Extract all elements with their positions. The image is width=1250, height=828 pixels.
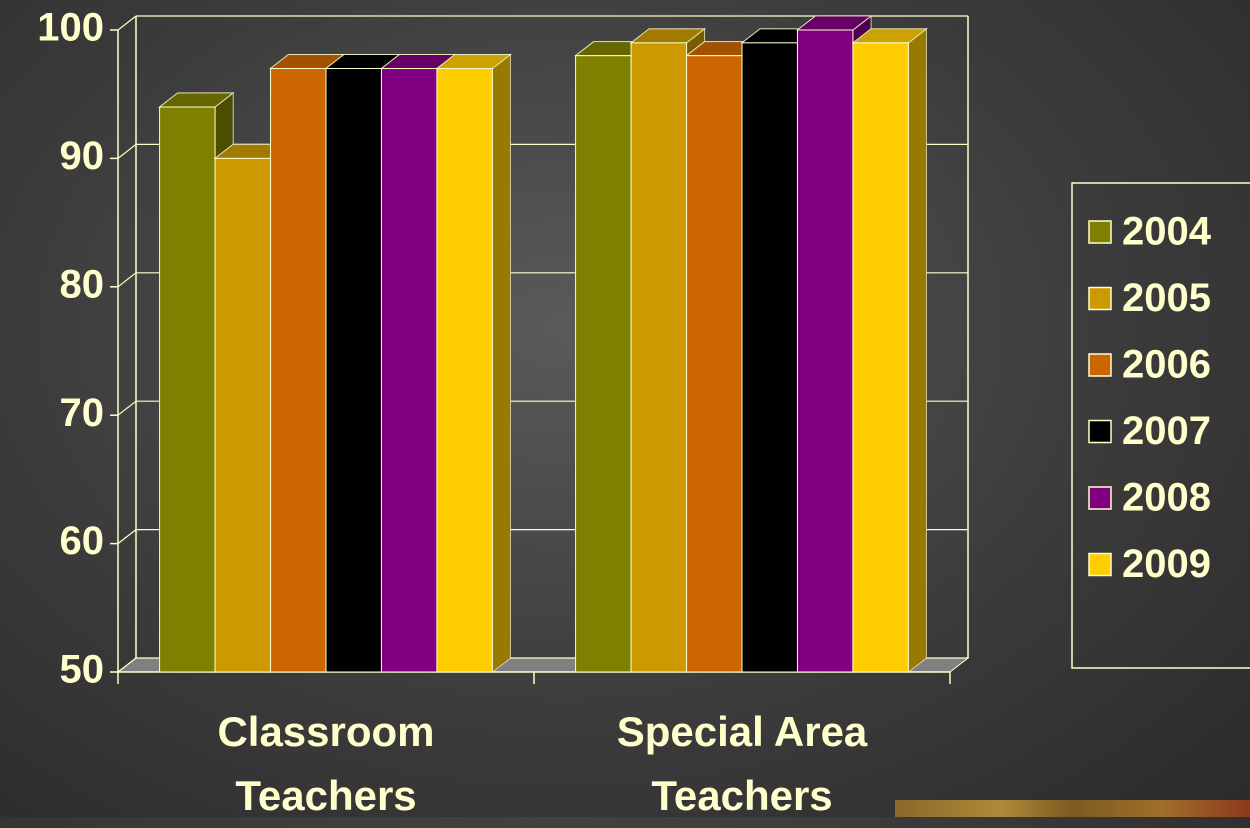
bar-top-shade (631, 28, 705, 43)
grid-line (117, 657, 137, 673)
y-tick-label: 60 (60, 519, 105, 563)
legend-label: 2004 (1122, 210, 1212, 254)
bar (214, 157, 272, 673)
x-tick-label: Special Area Teachers (616, 708, 868, 819)
bar (325, 68, 382, 673)
legend-swatch (1088, 353, 1112, 377)
x-tick-label: Classroom Teachers (217, 708, 435, 819)
y-tick-label: 80 (60, 262, 105, 306)
bar (741, 42, 798, 673)
bar (159, 106, 216, 673)
bar (380, 68, 438, 673)
legend-label: 2008 (1122, 476, 1211, 520)
bar-top-shade (326, 54, 400, 69)
bar (270, 68, 327, 673)
grid-line (117, 143, 137, 159)
y-tick-label: 70 (60, 391, 105, 435)
bar-side-shade (908, 28, 927, 672)
bar (852, 42, 909, 673)
bar-top-shade (270, 54, 344, 69)
bar (436, 68, 493, 673)
legend-label: 2009 (1122, 542, 1211, 586)
bar (575, 55, 632, 673)
y-tick-label: 50 (60, 648, 105, 692)
grid-line (117, 272, 137, 288)
grid-line (117, 529, 137, 545)
decorative-strip (895, 800, 1250, 817)
legend-swatch (1088, 220, 1112, 244)
bar (630, 42, 688, 673)
legend-swatch (1088, 419, 1112, 444)
y-tick-label: 100 (37, 6, 104, 50)
legend-label: 2006 (1122, 343, 1211, 387)
legend-box (1071, 182, 1250, 669)
bar-side-shade (492, 54, 511, 672)
legend-label: 2007 (1122, 409, 1211, 453)
legend-label: 2005 (1122, 276, 1211, 320)
y-tick-label: 90 (60, 134, 105, 178)
grid-line (117, 400, 137, 416)
bar-top-shade (381, 54, 455, 69)
bar-top-shade (852, 28, 927, 43)
grid-line (117, 15, 137, 31)
legend-swatch (1088, 486, 1112, 510)
legend-swatch (1088, 552, 1112, 577)
bar (686, 55, 743, 673)
bar-top-shade (797, 16, 871, 30)
bar-top-shade (436, 54, 511, 69)
legend-swatch (1088, 286, 1112, 311)
bar (796, 29, 854, 673)
bar-top-shade (159, 93, 234, 108)
